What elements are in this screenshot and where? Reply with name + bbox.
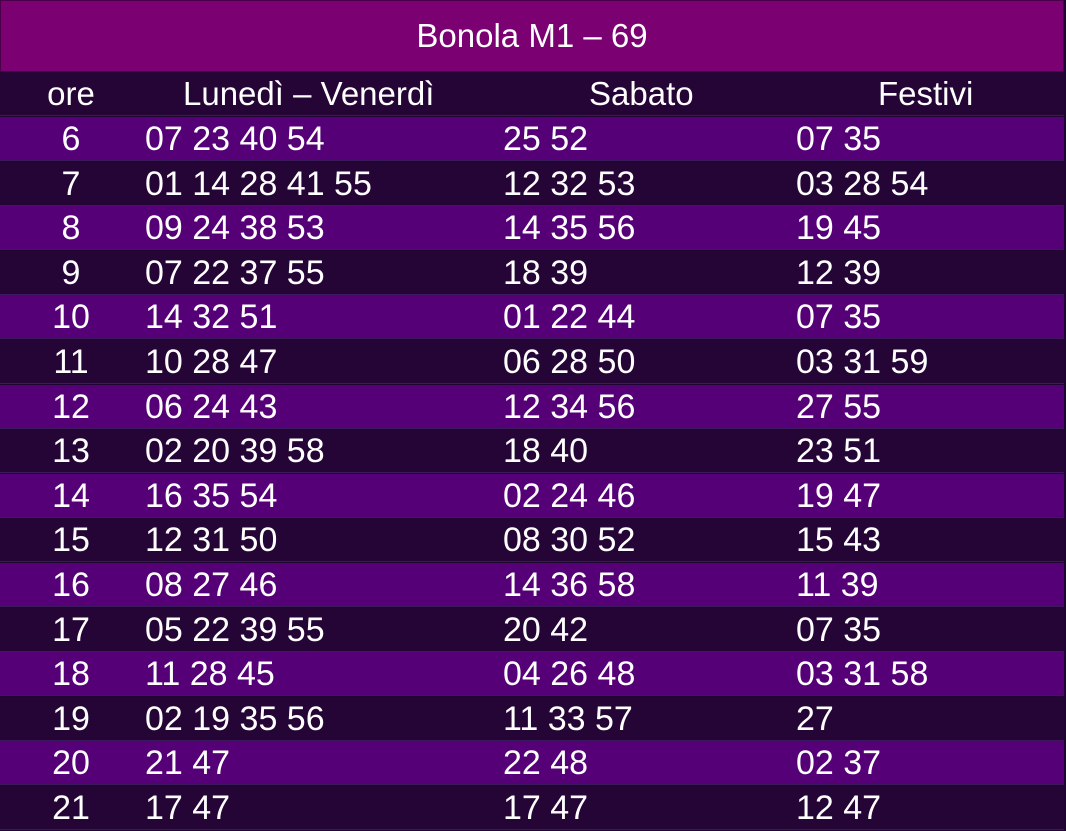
holiday-times-cell: 07 35 xyxy=(796,298,882,336)
weekday-times-cell: 11 28 45 xyxy=(145,655,275,693)
header-row: ore Lunedì – Venerdì Sabato Festivi xyxy=(0,72,1064,116)
table-row: 6 07 23 40 54 25 52 07 35 xyxy=(0,117,1064,161)
table-row: 8 09 24 38 53 14 35 56 19 45 xyxy=(0,206,1064,250)
hour-cell: 13 xyxy=(52,432,90,470)
weekday-times-cell: 14 32 51 xyxy=(145,298,278,336)
weekday-times-cell: 08 27 46 xyxy=(145,566,278,604)
table-row: 19 02 19 35 56 11 33 57 27 xyxy=(0,697,1064,741)
holiday-times-cell: 02 37 xyxy=(796,744,882,782)
saturday-times-cell: 01 22 44 xyxy=(503,298,636,336)
weekday-times-cell: 10 28 47 xyxy=(145,343,278,381)
weekday-times-cell: 09 24 38 53 xyxy=(145,209,325,247)
hour-cell: 7 xyxy=(61,165,81,203)
hour-cell: 10 xyxy=(52,298,90,336)
table-row: 20 21 47 22 48 02 37 xyxy=(0,741,1064,785)
table-row: 9 07 22 37 55 18 39 12 39 xyxy=(0,251,1064,295)
holiday-times-cell: 07 35 xyxy=(796,611,882,649)
table-row: 12 06 24 43 12 34 56 27 55 xyxy=(0,385,1064,429)
holiday-times-cell: 27 xyxy=(796,700,834,738)
weekday-times-cell: 21 47 xyxy=(145,744,231,782)
holiday-times-cell: 12 39 xyxy=(796,254,882,292)
weekday-times-cell: 12 31 50 xyxy=(145,521,278,559)
table-row: 15 12 31 50 08 30 52 15 43 xyxy=(0,518,1064,562)
column-header-weekday: Lunedì – Venerdì xyxy=(183,75,435,112)
holiday-times-cell: 27 55 xyxy=(796,388,882,426)
column-header-hour: ore xyxy=(47,75,95,112)
saturday-times-cell: 08 30 52 xyxy=(503,521,636,559)
hour-cell: 18 xyxy=(52,655,90,693)
table-row: 10 14 32 51 01 22 44 07 35 xyxy=(0,295,1064,339)
hour-cell: 20 xyxy=(52,744,90,782)
holiday-times-cell: 23 51 xyxy=(796,432,882,470)
timetable-title: Bonola M1 – 69 xyxy=(0,0,1064,72)
saturday-times-cell: 25 52 xyxy=(503,120,589,158)
saturday-times-cell: 20 42 xyxy=(503,611,589,649)
holiday-times-cell: 12 47 xyxy=(796,789,882,827)
table-row: 7 01 14 28 41 55 12 32 53 03 28 54 xyxy=(0,162,1064,206)
hour-cell: 6 xyxy=(61,120,81,158)
table-row: 21 17 47 17 47 12 47 xyxy=(0,786,1064,830)
holiday-times-cell: 11 39 xyxy=(796,566,879,604)
saturday-times-cell: 11 33 57 xyxy=(503,700,633,738)
hour-cell: 19 xyxy=(52,700,90,738)
saturday-times-cell: 22 48 xyxy=(503,744,589,782)
saturday-times-cell: 18 39 xyxy=(503,254,589,292)
table-row: 11 10 28 47 06 28 50 03 31 59 xyxy=(0,340,1064,384)
saturday-times-cell: 12 34 56 xyxy=(503,388,636,426)
weekday-times-cell: 07 22 37 55 xyxy=(145,254,325,292)
holiday-times-cell: 07 35 xyxy=(796,120,882,158)
table-row: 16 08 27 46 14 36 58 11 39 xyxy=(0,563,1064,607)
holiday-times-cell: 15 43 xyxy=(796,521,882,559)
holiday-times-cell: 03 31 58 xyxy=(796,655,929,693)
holiday-times-cell: 03 31 59 xyxy=(796,343,929,381)
saturday-times-cell: 14 36 58 xyxy=(503,566,636,604)
table-row: 17 05 22 39 55 20 42 07 35 xyxy=(0,608,1064,652)
weekday-times-cell: 05 22 39 55 xyxy=(145,611,325,649)
weekday-times-cell: 01 14 28 41 55 xyxy=(145,165,372,203)
holiday-times-cell: 03 28 54 xyxy=(796,165,929,203)
column-header-saturday: Sabato xyxy=(589,75,694,112)
weekday-times-cell: 02 20 39 58 xyxy=(145,432,325,470)
hour-cell: 17 xyxy=(52,611,90,649)
column-header-holiday: Festivi xyxy=(878,75,974,112)
hour-cell: 8 xyxy=(61,209,81,247)
weekday-times-cell: 02 19 35 56 xyxy=(145,700,325,738)
holiday-times-cell: 19 45 xyxy=(796,209,882,247)
weekday-times-cell: 06 24 43 xyxy=(145,388,278,426)
hour-cell: 9 xyxy=(61,254,81,292)
hour-cell: 21 xyxy=(52,789,90,827)
hour-cell: 16 xyxy=(52,566,90,604)
hour-cell: 12 xyxy=(52,388,90,426)
saturday-times-cell: 04 26 48 xyxy=(503,655,636,693)
weekday-times-cell: 16 35 54 xyxy=(145,477,278,515)
saturday-times-cell: 18 40 xyxy=(503,432,589,470)
holiday-times-cell: 19 47 xyxy=(796,477,882,515)
table-row: 14 16 35 54 02 24 46 19 47 xyxy=(0,474,1064,518)
saturday-times-cell: 12 32 53 xyxy=(503,165,636,203)
hour-cell: 11 xyxy=(53,343,89,381)
table-row: 18 11 28 45 04 26 48 03 31 58 xyxy=(0,652,1064,696)
saturday-times-cell: 17 47 xyxy=(503,789,589,827)
table-row: 13 02 20 39 58 18 40 23 51 xyxy=(0,429,1064,473)
saturday-times-cell: 02 24 46 xyxy=(503,477,636,515)
saturday-times-cell: 14 35 56 xyxy=(503,209,636,247)
weekday-times-cell: 17 47 xyxy=(145,789,231,827)
saturday-times-cell: 06 28 50 xyxy=(503,343,636,381)
hour-cell: 14 xyxy=(52,477,90,515)
weekday-times-cell: 07 23 40 54 xyxy=(145,120,325,158)
hour-cell: 15 xyxy=(52,521,90,559)
